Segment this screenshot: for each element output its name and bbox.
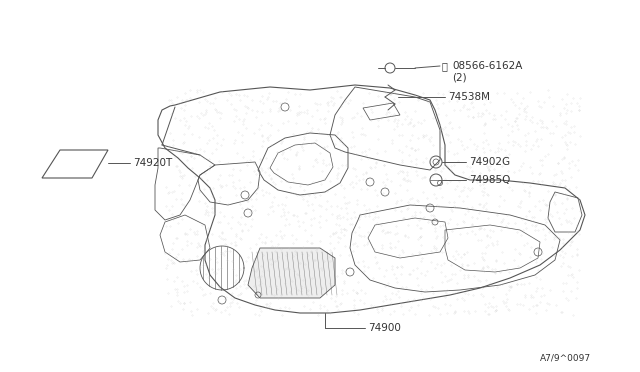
- Text: 74920T: 74920T: [133, 158, 172, 168]
- Text: 74900: 74900: [368, 323, 401, 333]
- Text: Ⓢ: Ⓢ: [442, 61, 448, 71]
- Text: 74902G: 74902G: [469, 157, 510, 167]
- Text: 08566-6162A: 08566-6162A: [452, 61, 522, 71]
- Text: A7/9^0097: A7/9^0097: [540, 353, 591, 362]
- Text: (2): (2): [452, 73, 467, 83]
- Polygon shape: [248, 248, 335, 298]
- Text: 74985Q: 74985Q: [469, 175, 510, 185]
- Text: 74538M: 74538M: [448, 92, 490, 102]
